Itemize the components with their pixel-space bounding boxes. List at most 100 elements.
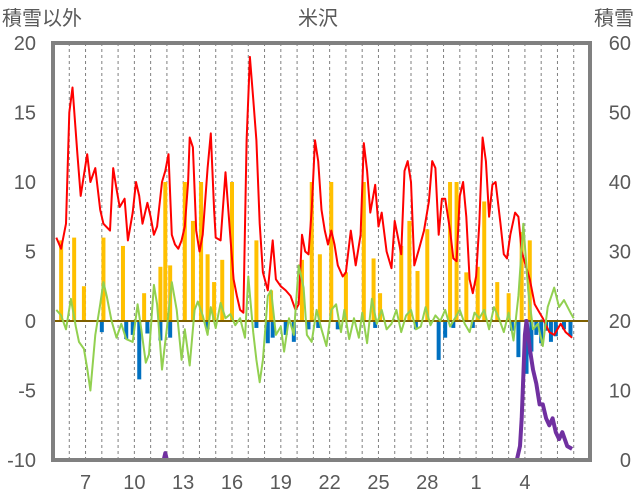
bar bbox=[72, 237, 77, 321]
left-tick-label: -10 bbox=[7, 450, 36, 472]
bar bbox=[130, 321, 135, 335]
plot-area bbox=[53, 55, 590, 462]
bar bbox=[378, 293, 383, 321]
left-axis-label: 積雪以外 bbox=[2, 6, 82, 30]
bar bbox=[482, 201, 487, 321]
series-line bbox=[55, 55, 573, 339]
bar bbox=[343, 272, 348, 321]
bar bbox=[158, 321, 163, 341]
bar bbox=[120, 245, 125, 321]
left-tick-label: 5 bbox=[25, 242, 36, 264]
right-tick-label: 10 bbox=[609, 381, 631, 403]
bar bbox=[306, 321, 311, 330]
left-tick-label: 0 bbox=[25, 311, 36, 333]
chart-title: 米沢 bbox=[298, 6, 338, 30]
series-line bbox=[55, 222, 575, 392]
bar bbox=[534, 321, 539, 335]
bar bbox=[254, 240, 259, 321]
bar bbox=[470, 321, 475, 328]
bar bbox=[168, 321, 173, 338]
bar bbox=[425, 229, 430, 321]
left-axis-ticks: 20 15 10 5 0 -5 -10 bbox=[7, 33, 36, 472]
right-tick-label: 30 bbox=[609, 242, 631, 264]
x-tick-label: 22 bbox=[319, 472, 341, 494]
right-tick-label: 50 bbox=[609, 103, 631, 125]
bar bbox=[407, 220, 412, 321]
bar bbox=[158, 266, 163, 321]
bar bbox=[506, 293, 511, 321]
bar bbox=[99, 321, 104, 333]
right-axis-ticks: 60 50 40 30 20 10 0 bbox=[609, 33, 631, 472]
right-tick-label: 20 bbox=[609, 311, 631, 333]
bar bbox=[163, 182, 168, 321]
bar bbox=[451, 321, 456, 328]
bar bbox=[539, 321, 544, 344]
bar bbox=[220, 259, 225, 321]
bar bbox=[553, 321, 558, 337]
bar bbox=[283, 321, 288, 335]
bar bbox=[371, 258, 376, 321]
right-axis-label: 積雪 bbox=[594, 6, 634, 30]
bar bbox=[212, 282, 217, 321]
bar bbox=[519, 232, 524, 321]
right-tick-label: 60 bbox=[609, 33, 631, 55]
plot-frame bbox=[51, 41, 592, 462]
bar bbox=[495, 282, 500, 321]
bar bbox=[475, 266, 480, 321]
bar bbox=[309, 182, 314, 321]
x-tick-label: 1 bbox=[471, 472, 482, 494]
x-tick-label: 16 bbox=[221, 472, 243, 494]
bar bbox=[182, 182, 187, 321]
bar bbox=[269, 290, 274, 321]
left-tick-label: 15 bbox=[14, 103, 36, 125]
bar-series bbox=[99, 321, 573, 380]
bar bbox=[254, 321, 259, 328]
bar bbox=[443, 321, 448, 338]
bar bbox=[124, 321, 129, 340]
bar bbox=[270, 321, 275, 338]
x-tick-label: 4 bbox=[519, 472, 530, 494]
bar bbox=[415, 270, 420, 321]
x-tick-label: 13 bbox=[172, 472, 194, 494]
bar bbox=[142, 293, 147, 321]
bar bbox=[190, 220, 195, 321]
bar bbox=[529, 321, 534, 352]
bar bbox=[137, 321, 142, 380]
bar bbox=[199, 182, 204, 321]
bar bbox=[399, 245, 404, 321]
bar bbox=[373, 321, 378, 328]
bar bbox=[81, 286, 86, 321]
bar bbox=[101, 237, 106, 321]
x-axis-ticks: 7 10 13 16 19 22 25 28 1 4 bbox=[80, 472, 530, 494]
bar bbox=[464, 272, 469, 321]
bar bbox=[568, 321, 573, 337]
bar bbox=[317, 254, 322, 321]
right-tick-label: 0 bbox=[620, 450, 631, 472]
left-tick-label: 20 bbox=[14, 33, 36, 55]
bar bbox=[516, 321, 521, 358]
bar bbox=[265, 321, 270, 344]
x-tick-label: 28 bbox=[416, 472, 438, 494]
bar bbox=[524, 321, 529, 374]
bar bbox=[548, 321, 553, 342]
bar bbox=[316, 321, 321, 328]
bar bbox=[59, 240, 64, 321]
bar bbox=[145, 321, 150, 334]
bar bbox=[361, 182, 366, 321]
bar bbox=[205, 254, 210, 321]
bar bbox=[448, 182, 453, 321]
x-tick-label: 10 bbox=[123, 472, 145, 494]
bar bbox=[299, 259, 304, 321]
bar bbox=[436, 321, 441, 360]
bar bbox=[205, 321, 210, 330]
left-tick-label: -5 bbox=[18, 381, 36, 403]
x-tick-label: 7 bbox=[80, 472, 91, 494]
x-tick-label: 19 bbox=[270, 472, 292, 494]
x-tick-label: 25 bbox=[367, 472, 389, 494]
bar bbox=[335, 321, 340, 330]
left-tick-label: 10 bbox=[14, 172, 36, 194]
bar bbox=[561, 321, 566, 330]
bar bbox=[329, 182, 334, 321]
